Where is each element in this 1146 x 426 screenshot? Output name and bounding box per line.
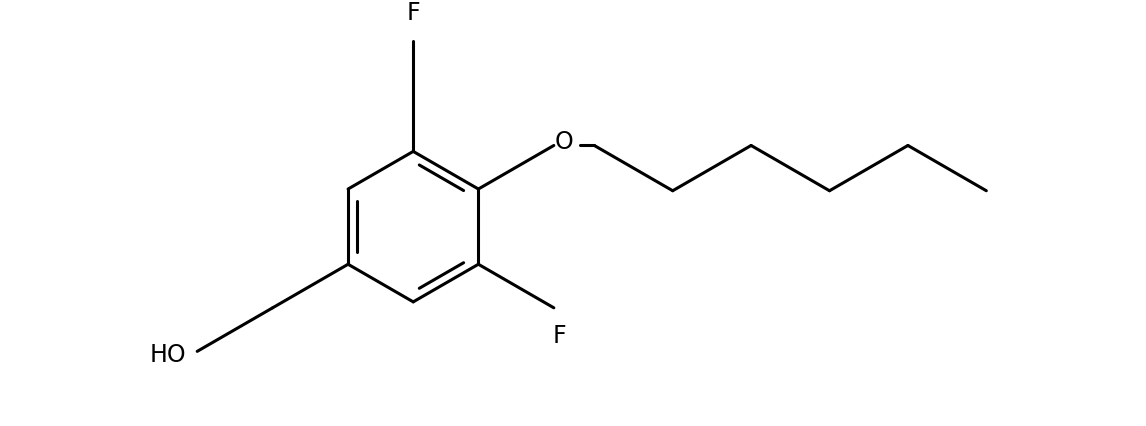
Text: F: F [552,324,566,348]
Text: HO: HO [150,343,187,367]
Text: O: O [555,130,574,153]
Text: F: F [407,1,421,25]
